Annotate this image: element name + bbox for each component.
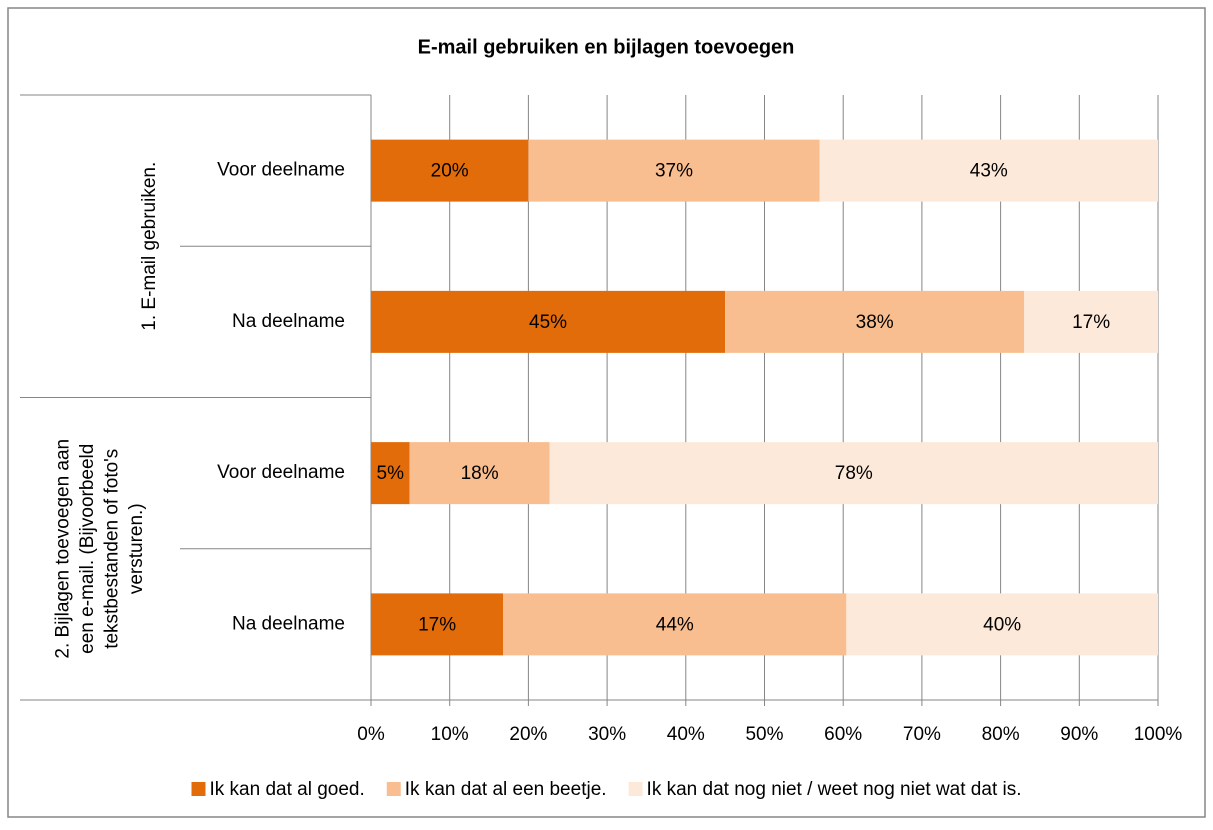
legend-swatch: [386, 782, 401, 796]
bar-segment: [846, 593, 1158, 656]
group-label: versturen.): [126, 503, 147, 594]
bar-segment: [371, 139, 529, 202]
x-tick-label: 20%: [509, 724, 547, 745]
bar-segment: [371, 593, 504, 656]
group-label: 2. Bijlagen toevoegen aan: [52, 439, 73, 659]
data-label: 44%: [656, 614, 694, 635]
bar-segment: [528, 139, 820, 202]
data-label: 5%: [377, 463, 405, 484]
x-tick-label: 50%: [745, 724, 783, 745]
bar-segment: [371, 442, 410, 505]
chart-title: E-mail gebruiken en bijlagen toevoegen: [418, 36, 795, 58]
y-tick-label: Na deelname: [232, 311, 345, 332]
bar-segment: [819, 139, 1158, 202]
legend: Ik kan dat al goed. Ik kan dat al een bee…: [191, 779, 1022, 800]
legend-label: Ik kan dat al een beetje.: [405, 779, 607, 800]
bar-segment: [409, 442, 550, 505]
data-label: 17%: [1072, 312, 1110, 333]
data-label: 20%: [431, 161, 469, 182]
bar-segment: [725, 290, 1025, 353]
data-label: 45%: [529, 312, 567, 333]
x-tick-label: 30%: [588, 724, 626, 745]
bar-segment: [503, 593, 847, 656]
legend-swatch: [628, 782, 643, 796]
bar-segment: [549, 442, 1158, 505]
data-label: 37%: [655, 161, 693, 182]
legend-label: Ik kan dat al goed.: [210, 779, 365, 800]
x-tick-label: 40%: [667, 724, 705, 745]
x-tick-label: 70%: [903, 724, 941, 745]
chart-frame: [7, 7, 1206, 818]
y-tick-label: Voor deelname: [217, 160, 345, 181]
x-tick-label: 60%: [824, 724, 862, 745]
x-tick-label: 0%: [357, 724, 385, 745]
x-tick-label: 80%: [982, 724, 1020, 745]
x-tick-label: 10%: [431, 724, 469, 745]
data-label: 78%: [835, 463, 873, 484]
bar-segment: [371, 290, 726, 353]
data-label: 38%: [856, 312, 894, 333]
group-label: tekstbestanden of foto's: [101, 449, 122, 649]
bar-segment: [1024, 290, 1158, 353]
data-label: 18%: [461, 463, 499, 484]
legend-label: Ik kan dat nog niet / weet nog niet wat …: [647, 779, 1022, 800]
legend-swatch: [191, 782, 206, 796]
x-tick-label: 90%: [1060, 724, 1098, 745]
data-label: 17%: [418, 614, 456, 635]
data-label: 43%: [970, 161, 1008, 182]
x-tick-label: 100%: [1134, 724, 1183, 745]
y-tick-label: Voor deelname: [217, 462, 345, 483]
data-label: 40%: [983, 614, 1021, 635]
y-tick-label: Na deelname: [232, 613, 345, 634]
group-label: een e-mail. (Bijvoorbeeld: [77, 444, 98, 654]
group-label: 1. E-mail gebruiken.: [139, 162, 160, 331]
